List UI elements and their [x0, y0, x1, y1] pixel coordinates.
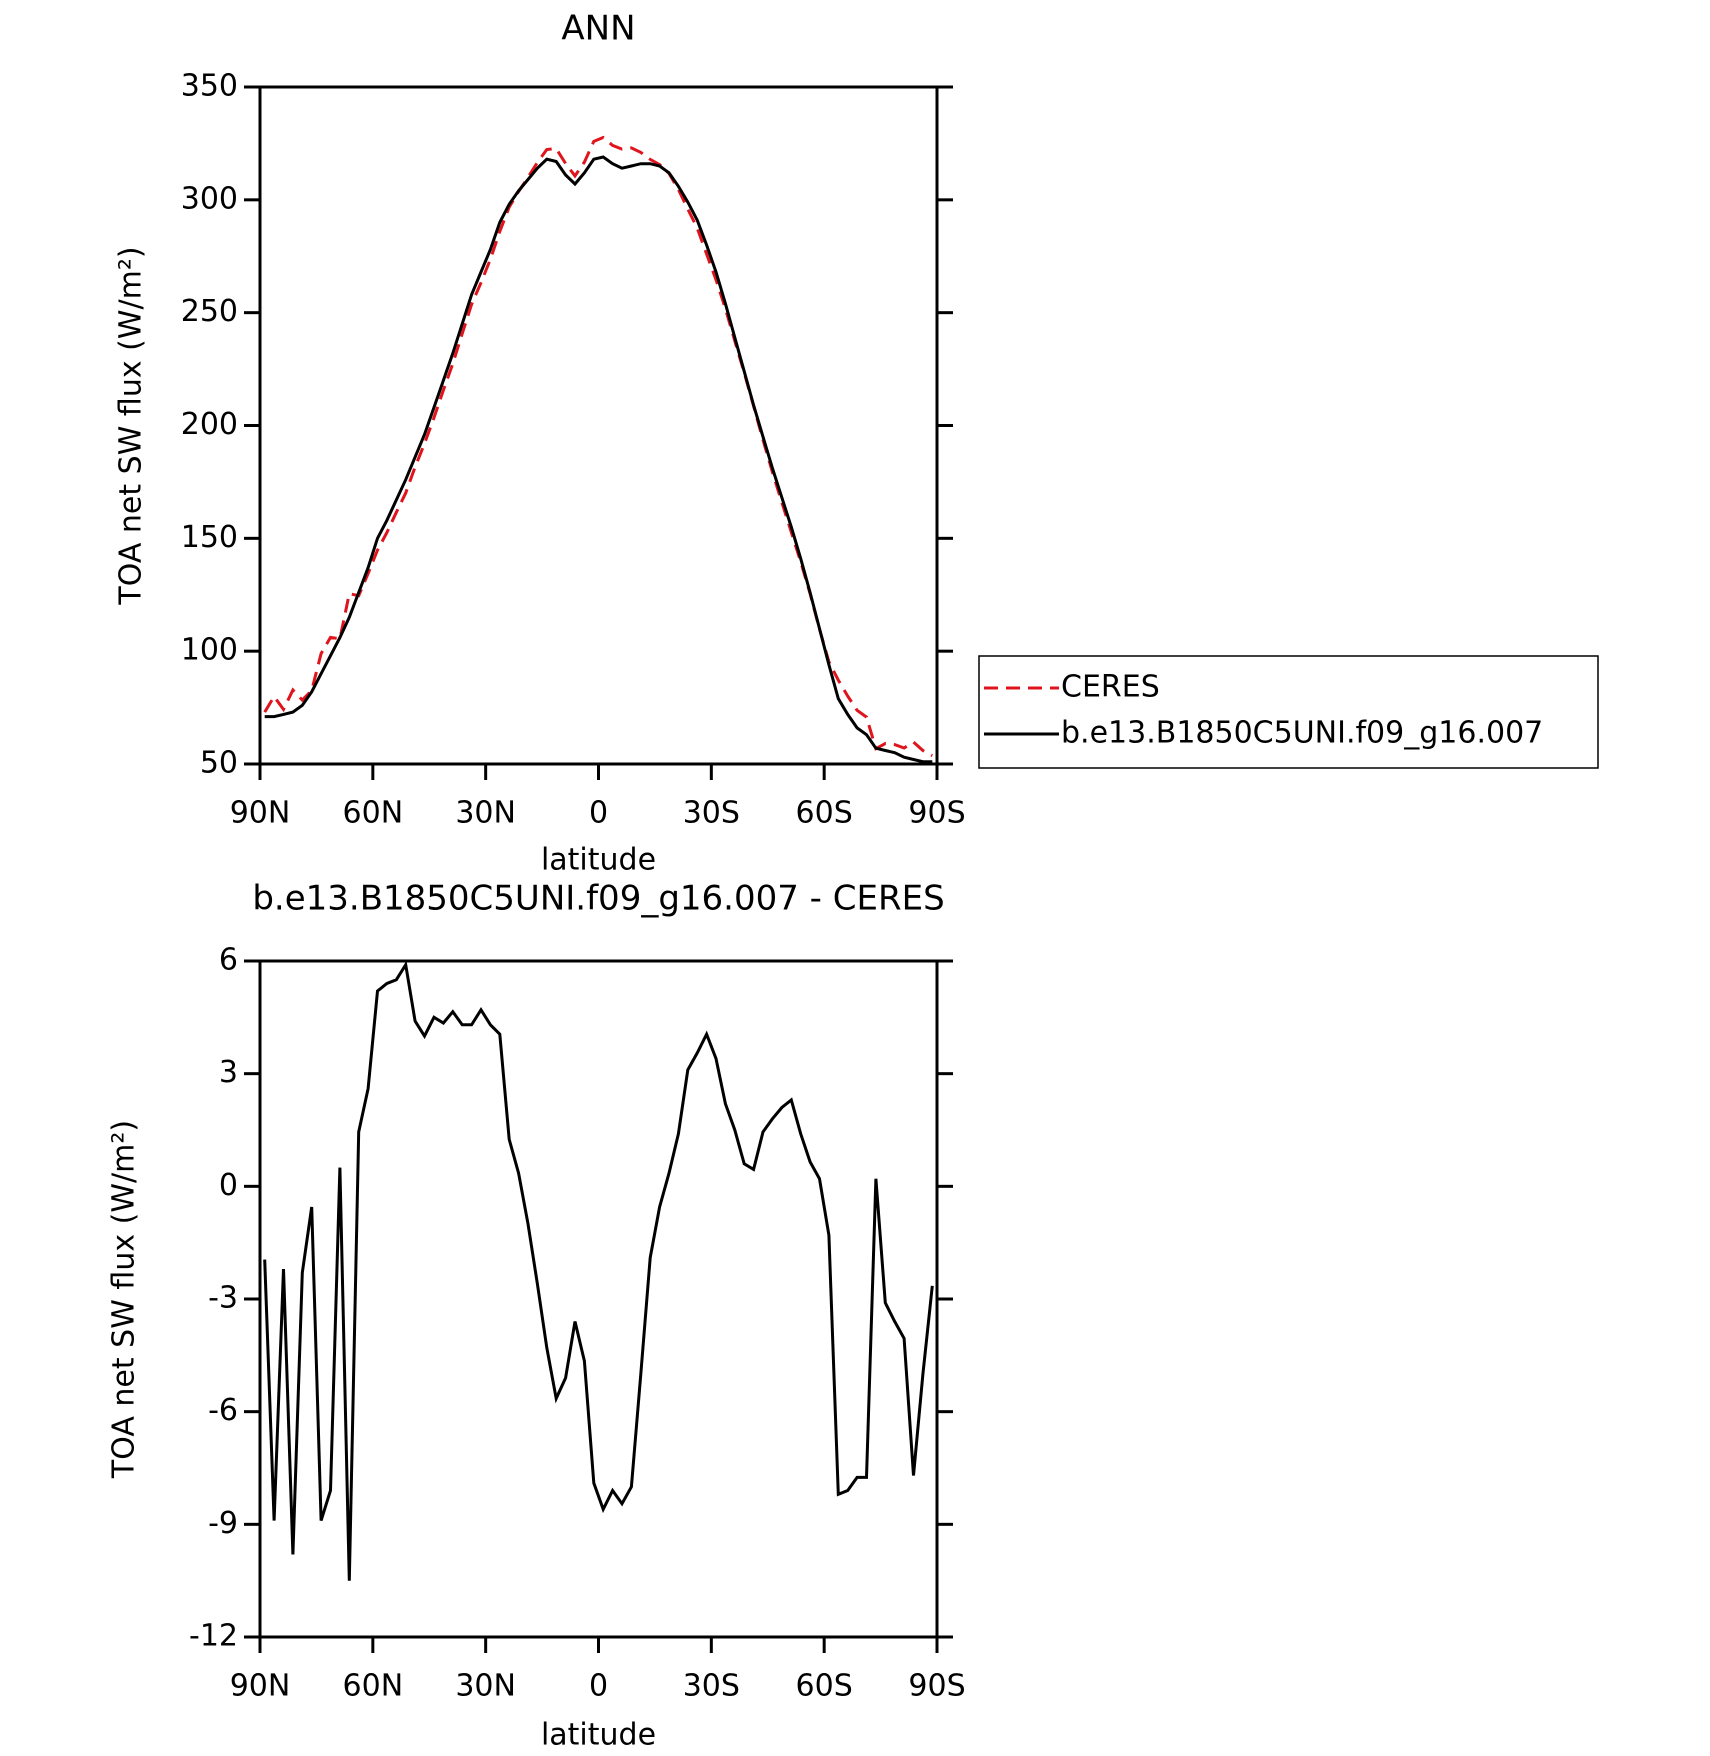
data-line	[263, 135, 934, 758]
y-tick-label: 150	[181, 520, 238, 555]
data-line	[263, 960, 934, 1581]
y-tick-label: -9	[208, 1506, 238, 1541]
x-tick-label: 60S	[796, 1669, 853, 1704]
chart-title: b.e13.B1850C5UNI.f09_g16.007 - CERES	[252, 879, 944, 919]
panel: b.e13.B1850C5UNI.f09_g16.007 - CERES lati…	[107, 879, 966, 1753]
x-tick-label: 90N	[230, 1669, 291, 1704]
plot-frame	[258, 85, 939, 766]
y-tick-label: 50	[200, 746, 238, 781]
y-tick-label: 3	[219, 1055, 238, 1090]
x-tick-label: 0	[589, 1669, 608, 1704]
x-tick-label: 30S	[683, 1669, 740, 1704]
legend-label: b.e13.B1850C5UNI.f09_g16.007	[1061, 716, 1543, 751]
x-tick-label: 60S	[796, 796, 853, 831]
x-tick-label: 30S	[683, 796, 740, 831]
y-axis-label: TOA net SW flux (W/m²)	[114, 246, 149, 605]
x-tick-label: 30N	[455, 796, 516, 831]
data-line	[264, 155, 933, 764]
legend: CERES b.e13.B1850C5UNI.f09_g16.007	[978, 655, 1599, 769]
plot-frame	[258, 959, 939, 1639]
y-tick-label: 300	[181, 181, 238, 216]
y-tick-label: 350	[181, 69, 238, 104]
y-tick-label: -3	[208, 1281, 238, 1316]
x-tick-label: 90N	[230, 796, 291, 831]
y-axis-label: TOA net SW flux (W/m²)	[107, 1120, 142, 1479]
panel: ANN latitude TOA net SW flux (W/m²) 50 100 15…	[114, 9, 1599, 878]
x-tick-label: 0	[589, 796, 608, 831]
x-tick-label: 60N	[343, 796, 404, 831]
chart-title: ANN	[561, 9, 635, 49]
x-tick-label: 30N	[455, 1669, 516, 1704]
x-axis-label: latitude	[541, 1718, 656, 1753]
x-axis-label: latitude	[541, 843, 656, 878]
y-tick-label: -6	[208, 1393, 238, 1428]
y-tick-label: -12	[189, 1619, 238, 1654]
y-tick-label: 0	[219, 1168, 238, 1203]
x-tick-label: 90S	[908, 796, 965, 831]
y-tick-label: 200	[181, 407, 238, 442]
y-tick-label: 100	[181, 633, 238, 668]
x-tick-label: 60N	[343, 1669, 404, 1704]
y-tick-label: 250	[181, 294, 238, 329]
x-tick-label: 90S	[908, 1669, 965, 1704]
y-tick-label: 6	[219, 943, 238, 978]
legend-label: CERES	[1061, 670, 1160, 705]
legend-box	[978, 655, 1599, 769]
